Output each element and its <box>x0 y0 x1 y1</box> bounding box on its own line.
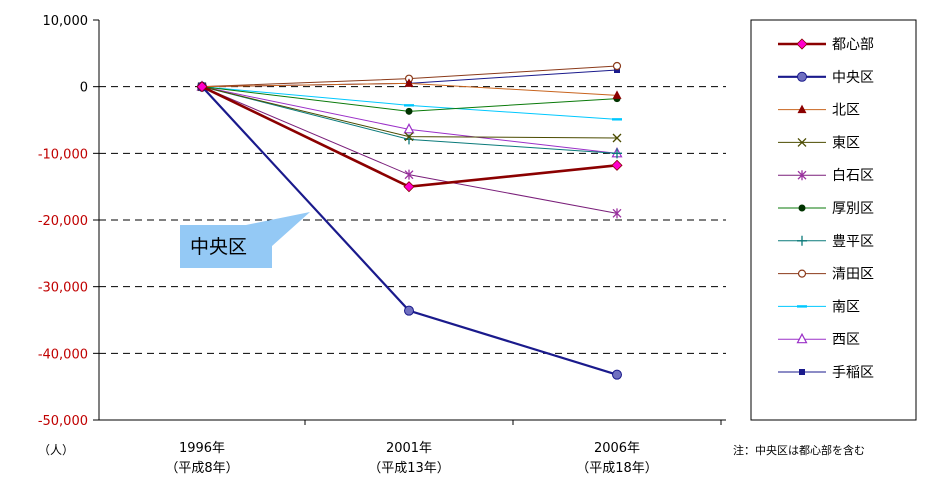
data-point <box>612 208 622 219</box>
x-tick-label: 1996年 <box>179 441 225 456</box>
series-lines <box>196 61 623 380</box>
callout-label: 中央区 <box>190 236 247 258</box>
callout-box <box>180 212 310 268</box>
series-10 <box>196 80 623 158</box>
data-point <box>403 123 415 134</box>
data-point <box>797 137 807 147</box>
y-tick-labels: 10,000 0 -10,000 -20,000 -30,000 -40,000 -50,0… <box>38 14 88 429</box>
legend-label: 白石区 <box>832 168 874 184</box>
data-point <box>797 235 807 246</box>
data-point <box>797 71 807 82</box>
data-point <box>196 81 208 93</box>
legend-item: 東区 <box>778 135 860 151</box>
legend-item: 白石区 <box>778 168 874 184</box>
y-tick-label: -20,000 <box>38 214 88 229</box>
legend-label: 豊平区 <box>832 234 874 250</box>
y-tick-label: -50,000 <box>38 414 88 429</box>
axes <box>93 19 726 425</box>
legend-label: 中央区 <box>832 70 874 86</box>
legend-item: 豊平区 <box>778 234 874 250</box>
legend-label: 南区 <box>832 299 860 315</box>
y-tick-label: -30,000 <box>38 281 88 296</box>
x-tick-sublabel: （平成18年） <box>576 461 658 476</box>
y-tick-label: 10,000 <box>43 14 89 29</box>
data-point <box>797 269 807 278</box>
data-point <box>796 332 808 344</box>
data-point <box>612 133 622 143</box>
legend-item: 中央区 <box>778 70 874 86</box>
legend-item: 手稲区 <box>778 365 874 381</box>
legend-label: 手稲区 <box>832 365 874 381</box>
x-tick-sublabel: （平成8年） <box>165 461 238 476</box>
legend-item: 清田区 <box>778 267 874 283</box>
data-point <box>403 181 415 193</box>
x-tick-labels: 1996年 （平成8年） 2001年 （平成13年） 2006年 （平成18年） <box>165 441 657 476</box>
data-point <box>796 38 808 50</box>
data-point <box>612 61 622 71</box>
legend-item: 西区 <box>778 332 860 348</box>
legend-item: 都心部 <box>778 37 874 53</box>
data-point <box>797 170 807 181</box>
legend-item: 南区 <box>778 299 860 315</box>
x-tick-sublabel: （平成13年） <box>368 461 450 476</box>
y-tick-label: -40,000 <box>38 347 88 362</box>
series-1 <box>196 81 623 193</box>
legend-label: 北区 <box>832 103 860 119</box>
data-point <box>404 169 414 180</box>
legend-label: 清田区 <box>832 267 874 283</box>
legend-box <box>750 19 917 421</box>
data-point <box>612 369 622 380</box>
y-unit-label: （人） <box>38 443 74 457</box>
y-tick-label: -10,000 <box>38 147 88 162</box>
footnote: 注：中央区は都心部を含む <box>733 443 865 457</box>
legend-item: 北区 <box>778 103 860 119</box>
legend-label: 都心部 <box>832 37 874 53</box>
data-point <box>405 107 413 115</box>
data-point <box>799 369 805 375</box>
data-point <box>798 204 806 212</box>
data-point <box>797 104 807 114</box>
y-tick-label: 0 <box>80 81 88 96</box>
x-tick-label: 2006年 <box>594 441 640 456</box>
series-3 <box>197 78 622 99</box>
x-tick-label: 2001年 <box>386 441 432 456</box>
data-point <box>612 90 622 99</box>
legend-label: 東区 <box>832 135 860 151</box>
data-point <box>612 148 622 159</box>
legend-label: 西区 <box>832 332 860 348</box>
legend-label: 厚別区 <box>832 201 874 217</box>
legend-item: 厚別区 <box>778 201 874 217</box>
data-point <box>404 305 414 316</box>
data-point <box>611 159 623 171</box>
data-point <box>404 78 414 87</box>
data-point <box>404 132 414 142</box>
callout: 中央区 <box>180 212 310 268</box>
